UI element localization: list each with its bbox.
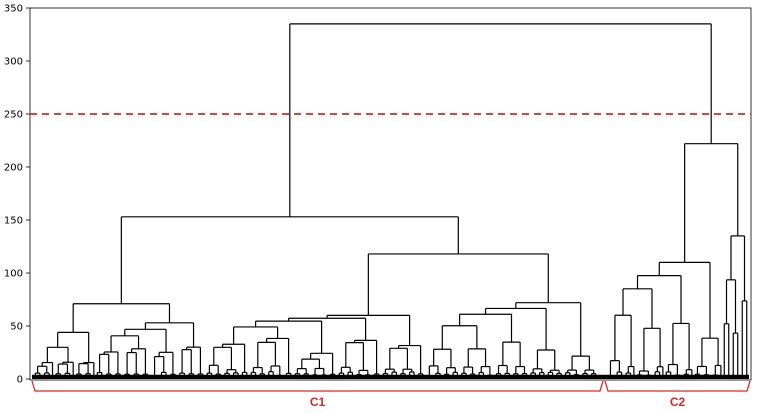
- cluster-bracket-c1: [31, 380, 604, 392]
- y-axis: 0 50 100 150 200 250 300 350: [4, 4, 30, 386]
- y-tick-label: 200: [4, 163, 23, 174]
- y-tick-label: 50: [10, 322, 23, 333]
- y-tick-label: 250: [4, 110, 23, 121]
- y-tick-label: 100: [4, 269, 23, 280]
- dendrogram-tree: [32, 23, 749, 379]
- y-tick-label: 300: [4, 57, 23, 68]
- cluster-label-c1: C1: [310, 395, 326, 409]
- y-tick-label: 350: [4, 4, 23, 15]
- leaf-band: [32, 374, 749, 379]
- y-tick-label: 150: [4, 216, 23, 227]
- plot-frame: [29, 7, 752, 381]
- y-tick-label: 0: [17, 375, 23, 386]
- cluster-label-c2: C2: [670, 395, 686, 409]
- cluster-bracket-c2: [604, 380, 751, 392]
- cluster-brackets: C1 C2: [31, 380, 751, 409]
